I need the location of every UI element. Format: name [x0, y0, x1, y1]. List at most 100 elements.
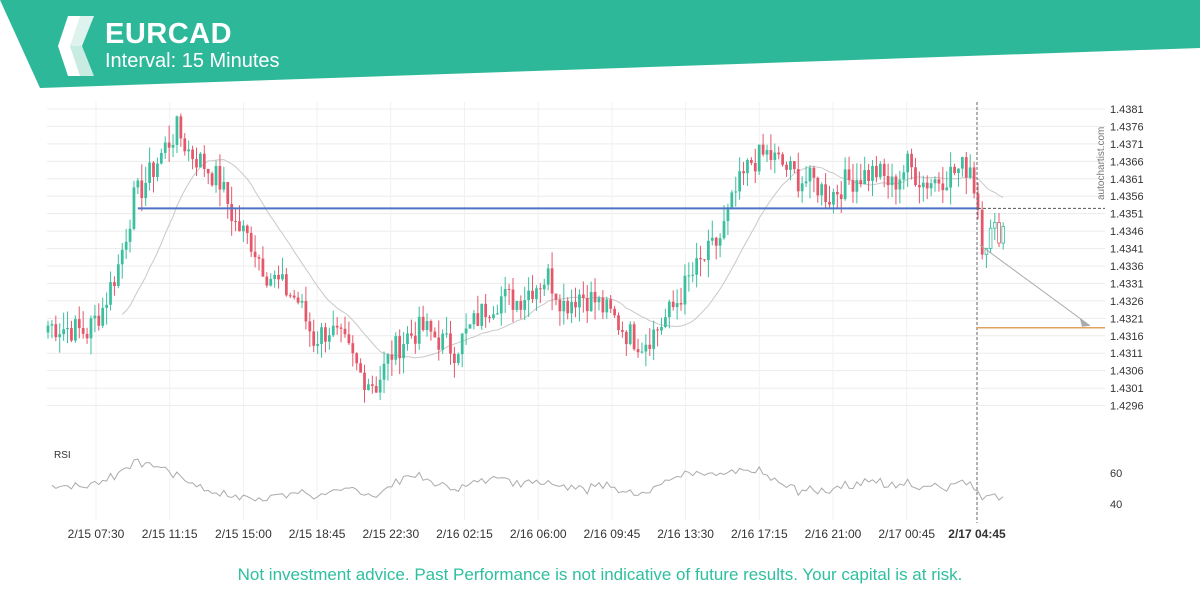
candle-body	[496, 313, 499, 315]
candle-body	[77, 319, 81, 329]
candle-body	[445, 333, 448, 335]
candle-body	[828, 201, 831, 205]
candle-body	[886, 175, 890, 186]
rsi-line	[51, 458, 1004, 502]
candle-body	[542, 284, 546, 290]
candle-body	[156, 163, 159, 177]
candle-body	[175, 116, 179, 145]
y-tick-label: 1.4366	[1110, 156, 1144, 168]
y-tick-label: 1.4326	[1110, 296, 1144, 308]
candle-body	[437, 337, 441, 350]
candle-projected	[984, 248, 989, 256]
candle-body	[124, 241, 128, 250]
y-tick-label: 1.4351	[1110, 209, 1144, 221]
x-tick-label: 2/16 02:15	[436, 527, 493, 541]
candle-body	[792, 161, 796, 170]
candle-body	[281, 274, 284, 280]
candle-body	[304, 301, 308, 322]
candle-body	[468, 324, 472, 329]
x-tick-label: 2/16 09:45	[584, 527, 641, 541]
candle-body	[800, 183, 804, 192]
projection-arrow	[979, 244, 1091, 327]
candle-body	[824, 184, 827, 202]
candle-body	[550, 268, 554, 294]
x-tick-label: 2/16 13:30	[657, 527, 714, 541]
candle-body	[648, 344, 652, 349]
candle-body	[624, 331, 628, 345]
autochartist-logo-icon	[58, 16, 98, 76]
candle-body	[417, 316, 421, 344]
candle-body	[730, 192, 734, 208]
candle-body	[589, 291, 593, 312]
y-tick-label: 1.4356	[1110, 191, 1144, 203]
y-tick-label: 1.4311	[1110, 348, 1143, 360]
candle-body	[339, 327, 343, 329]
candle-body	[929, 183, 933, 189]
candle-body	[925, 182, 929, 189]
candle-body	[546, 268, 550, 285]
candle-body	[859, 180, 863, 185]
candle-body	[191, 149, 194, 160]
candle-body	[808, 167, 812, 182]
y-tick-label: 1.4361	[1110, 174, 1144, 186]
candle-body	[538, 288, 542, 290]
candle-projected	[988, 227, 993, 249]
candle-body	[148, 162, 151, 183]
candle-body	[163, 142, 167, 153]
y-tick-label: 1.4376	[1110, 121, 1144, 133]
candle-body	[101, 307, 105, 326]
candle-body	[871, 165, 874, 181]
candle-body	[296, 297, 300, 303]
candle-body	[835, 191, 839, 195]
candle-body	[202, 153, 206, 169]
candle-body	[480, 303, 484, 326]
candle-body	[597, 297, 601, 303]
candle-body	[851, 180, 855, 192]
candle-body	[488, 317, 491, 319]
candle-body	[421, 316, 425, 331]
candle-body	[585, 298, 589, 312]
candle-body	[62, 329, 65, 335]
projection-arrowhead	[1080, 318, 1090, 327]
rsi-tick-label: 60	[1110, 468, 1122, 480]
candle-body	[70, 328, 73, 341]
x-tick-label: 2/15 07:30	[68, 527, 125, 541]
watermark-text: autochartist.com	[1096, 127, 1107, 200]
y-tick-label: 1.4341	[1110, 244, 1144, 256]
candle-body	[816, 177, 820, 196]
x-tick-label: 2/17 00:45	[878, 527, 935, 541]
candle-body	[453, 353, 456, 364]
candle-body	[374, 385, 378, 393]
candle-body	[234, 221, 237, 223]
y-tick-label: 1.4306	[1110, 366, 1144, 378]
candle-body	[882, 163, 886, 176]
candle-body	[574, 301, 577, 308]
candle-body	[159, 152, 163, 164]
candle-body	[578, 294, 581, 308]
candle-body	[961, 157, 964, 169]
rsi-label: RSI	[54, 450, 71, 461]
candles	[46, 113, 1005, 403]
candle-body	[773, 152, 777, 160]
candle-body	[683, 275, 687, 305]
candle-body	[58, 334, 62, 338]
symbol-title: EURCAD	[105, 18, 233, 50]
candle-body	[527, 290, 530, 301]
moving-average	[121, 159, 1004, 359]
candle-body	[968, 167, 972, 178]
candle-body	[832, 191, 835, 205]
candle-body	[613, 308, 616, 316]
candle-body	[132, 187, 136, 229]
candle-body	[394, 336, 398, 360]
candle-body	[343, 328, 347, 335]
candle-body	[433, 331, 437, 338]
candle-body	[519, 301, 523, 310]
candle-body	[359, 363, 362, 373]
candle-body	[410, 333, 413, 336]
candle-body	[964, 157, 968, 178]
candle-body	[390, 354, 394, 360]
candle-body	[93, 315, 97, 319]
candle-body	[206, 168, 210, 174]
